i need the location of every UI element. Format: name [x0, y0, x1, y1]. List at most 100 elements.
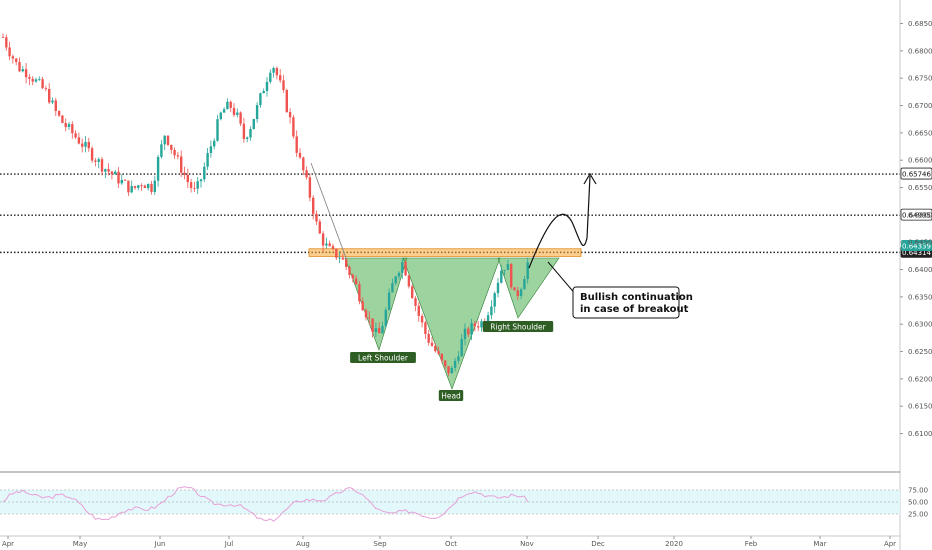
candle-body — [411, 286, 414, 299]
time-tick-label: Apr — [2, 540, 14, 548]
candle-body — [133, 186, 137, 188]
candle-body — [331, 246, 335, 249]
candle-body — [328, 243, 331, 247]
candle-body — [503, 269, 506, 271]
candle-body — [206, 153, 209, 167]
candle-body — [176, 155, 180, 157]
candle-body — [61, 115, 64, 123]
candle-body — [302, 157, 305, 171]
candle-body — [41, 79, 44, 89]
candle-body — [90, 148, 94, 161]
candle-body — [259, 93, 262, 106]
time-tick-label: Aug — [296, 540, 310, 548]
candle-body — [222, 109, 226, 113]
candle-body — [368, 317, 371, 319]
time-tick-label: Dec — [591, 540, 605, 548]
time-tick-label: Oct — [445, 540, 457, 548]
resistance-zone-rect — [308, 248, 582, 257]
candle-body — [378, 328, 381, 334]
pattern-label-text: Head — [441, 392, 461, 401]
candle-body — [84, 141, 87, 147]
candle-body — [282, 80, 285, 91]
candle-body — [305, 170, 308, 178]
time-tick-label: Feb — [745, 540, 758, 548]
pattern-label-text: Left Shoulder — [358, 354, 409, 363]
candle-body — [417, 305, 420, 316]
candle-body — [166, 135, 170, 145]
candle-body — [150, 183, 153, 192]
candle-body — [397, 272, 401, 277]
candle-body — [460, 339, 463, 357]
candle-body — [500, 270, 503, 283]
candle-body — [38, 79, 41, 81]
candle-body — [470, 323, 473, 335]
candle-body — [513, 287, 516, 291]
level-badge — [900, 167, 932, 180]
candle-body — [463, 328, 467, 340]
candle-body — [239, 112, 242, 124]
candle-body — [427, 333, 430, 343]
candle-body — [315, 213, 318, 222]
pattern-label-badge — [438, 390, 464, 401]
time-tick-label: Jul — [224, 540, 234, 548]
pattern-label-text: Right Shoulder — [490, 323, 546, 332]
candle-body — [120, 179, 123, 184]
candle-body — [325, 243, 328, 246]
candle-body — [457, 356, 460, 361]
candle-body — [104, 169, 107, 172]
forecast-arrowhead — [583, 172, 597, 185]
time-tick-label: Sep — [373, 540, 387, 548]
candle-body — [351, 274, 354, 279]
candle-body — [262, 91, 265, 94]
candle-body — [110, 171, 114, 175]
candle-body — [444, 360, 447, 367]
candle-body — [28, 77, 31, 79]
candle-body — [156, 156, 160, 181]
candle-body — [44, 88, 48, 90]
callout-line: Bullish continuation — [580, 292, 693, 303]
candle-body — [275, 68, 279, 76]
candle-body — [345, 259, 348, 267]
candle-body — [279, 75, 282, 81]
candle-body — [424, 322, 427, 334]
candle-body — [523, 279, 526, 290]
candle-body — [100, 159, 104, 172]
candle-body — [490, 306, 493, 316]
candle-body — [94, 160, 97, 162]
candle-body — [430, 342, 434, 346]
candle-body — [153, 180, 156, 192]
level-badge-label: 0.64314 — [902, 249, 931, 257]
candle-body — [117, 171, 120, 184]
candle-body — [5, 37, 8, 48]
candle-body — [196, 181, 199, 189]
candle-body — [107, 169, 110, 172]
price-grid — [0, 0, 901, 550]
candle-body — [519, 289, 523, 297]
candle-body — [51, 100, 54, 103]
rsi-pane: 75.00 50.00 25.00 — [0, 486, 928, 522]
candle-body — [361, 301, 364, 311]
candle-body — [229, 101, 232, 108]
candle-body — [183, 172, 186, 175]
candle-body — [391, 283, 394, 293]
candle-body — [18, 61, 21, 72]
candle-body — [252, 119, 255, 130]
time-axis[interactable]: Apr May Jun Jul Aug Sep Oct Nov Dec 2020 Feb Mar Apr — [2, 536, 896, 548]
candle-body — [506, 264, 510, 270]
candle-body — [364, 310, 368, 318]
time-tick-label: May — [73, 540, 87, 548]
rsi-level-label: 25.00 — [908, 511, 928, 519]
candle-body — [74, 133, 77, 138]
candle-body — [137, 185, 140, 188]
right-shoulder-shape — [497, 257, 560, 319]
